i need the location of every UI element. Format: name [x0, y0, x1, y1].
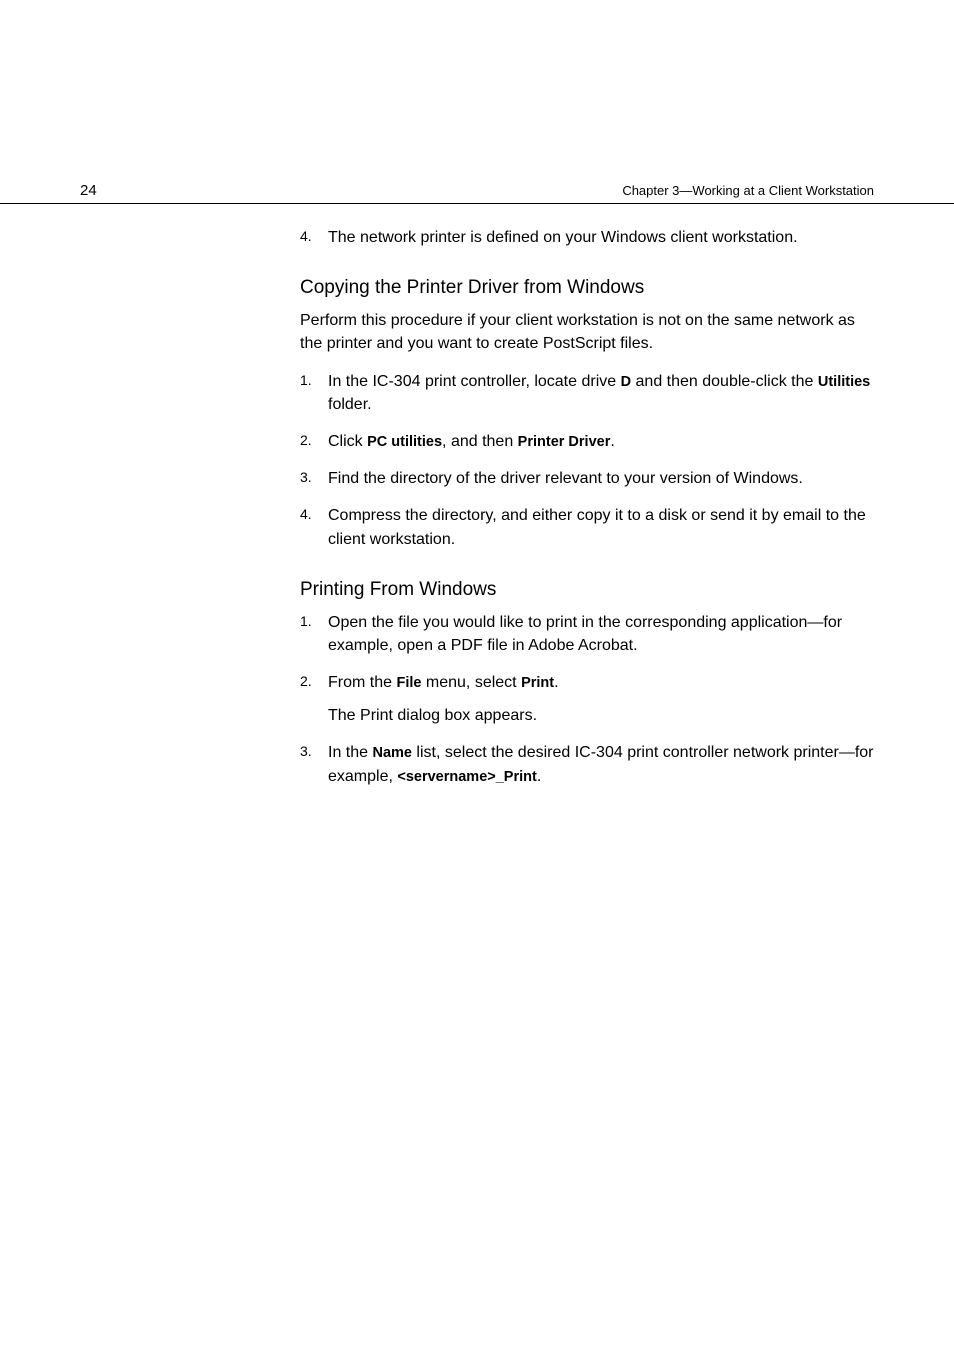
list-item: 1.Open the file you would like to print …	[300, 611, 874, 657]
list-item: 1.In the IC-304 print controller, locate…	[300, 370, 874, 416]
section-heading: Printing From Windows	[300, 579, 874, 601]
text-run: .	[537, 768, 541, 785]
text-run: From the	[328, 674, 396, 691]
text-run: In the IC-304 print controller, locate d…	[328, 373, 621, 390]
ui-term: File	[396, 675, 421, 691]
section2-steps: 1.Open the file you would like to print …	[300, 611, 874, 788]
ui-term: Printer Driver	[518, 434, 611, 450]
list-number: 1.	[300, 370, 328, 416]
list-body: In the Name list, select the desired IC-…	[328, 741, 874, 787]
text-run: .	[610, 433, 614, 450]
ui-term: D	[621, 374, 631, 390]
page-header: 24 Chapter 3—Working at a Client Worksta…	[0, 182, 954, 204]
text-run: folder.	[328, 396, 372, 413]
list-body: Click PC utilities, and then Printer Dri…	[328, 430, 615, 453]
text-run: and then double-click the	[631, 373, 818, 390]
ui-term: Name	[372, 745, 412, 761]
list-body: Compress the directory, and either copy …	[328, 504, 874, 550]
list-item: 3.In the Name list, select the desired I…	[300, 741, 874, 787]
text-run: menu, select	[421, 674, 521, 691]
ui-term: Utilities	[818, 374, 870, 390]
list-body: In the IC-304 print controller, locate d…	[328, 370, 874, 416]
list-body: Open the file you would like to print in…	[328, 611, 874, 657]
list-number: 4.	[300, 226, 328, 249]
page-content: 4. The network printer is defined on you…	[300, 204, 874, 788]
list-body: The network printer is defined on your W…	[328, 226, 798, 249]
section-heading: Copying the Printer Driver from Windows	[300, 277, 874, 299]
list-item: 4. The network printer is defined on you…	[300, 226, 874, 249]
list-number: 3.	[300, 741, 328, 787]
text-run: Compress the directory, and either copy …	[328, 507, 866, 547]
text-run: Click	[328, 433, 367, 450]
list-number: 2.	[300, 430, 328, 453]
text-run: , and then	[442, 433, 518, 450]
list-item: 4.Compress the directory, and either cop…	[300, 504, 874, 550]
list-number: 1.	[300, 611, 328, 657]
list-number: 3.	[300, 467, 328, 490]
text-run: Find the directory of the driver relevan…	[328, 470, 803, 487]
section-intro: Perform this procedure if your client wo…	[300, 309, 874, 355]
page-number: 24	[80, 182, 97, 199]
list-number: 2.	[300, 671, 328, 727]
text-run: In the	[328, 744, 372, 761]
ui-term: <servername>_Print	[397, 769, 536, 785]
page: 24 Chapter 3—Working at a Client Worksta…	[0, 182, 954, 802]
text-run: .	[554, 674, 558, 691]
list-number: 4.	[300, 504, 328, 550]
text-run: Open the file you would like to print in…	[328, 614, 842, 654]
ui-term: Print	[521, 675, 554, 691]
chapter-label: Chapter 3—Working at a Client Workstatio…	[622, 183, 874, 198]
list-body: Find the directory of the driver relevan…	[328, 467, 803, 490]
step-subtext: The Print dialog box appears.	[328, 704, 559, 727]
list-item: 2.From the File menu, select Print. The P…	[300, 671, 874, 727]
section1-steps: 1.In the IC-304 print controller, locate…	[300, 370, 874, 551]
list-item: 3.Find the directory of the driver relev…	[300, 467, 874, 490]
list-item: 2.Click PC utilities, and then Printer D…	[300, 430, 874, 453]
list-body: From the File menu, select Print. The Pri…	[328, 671, 559, 727]
ui-term: PC utilities	[367, 434, 442, 450]
